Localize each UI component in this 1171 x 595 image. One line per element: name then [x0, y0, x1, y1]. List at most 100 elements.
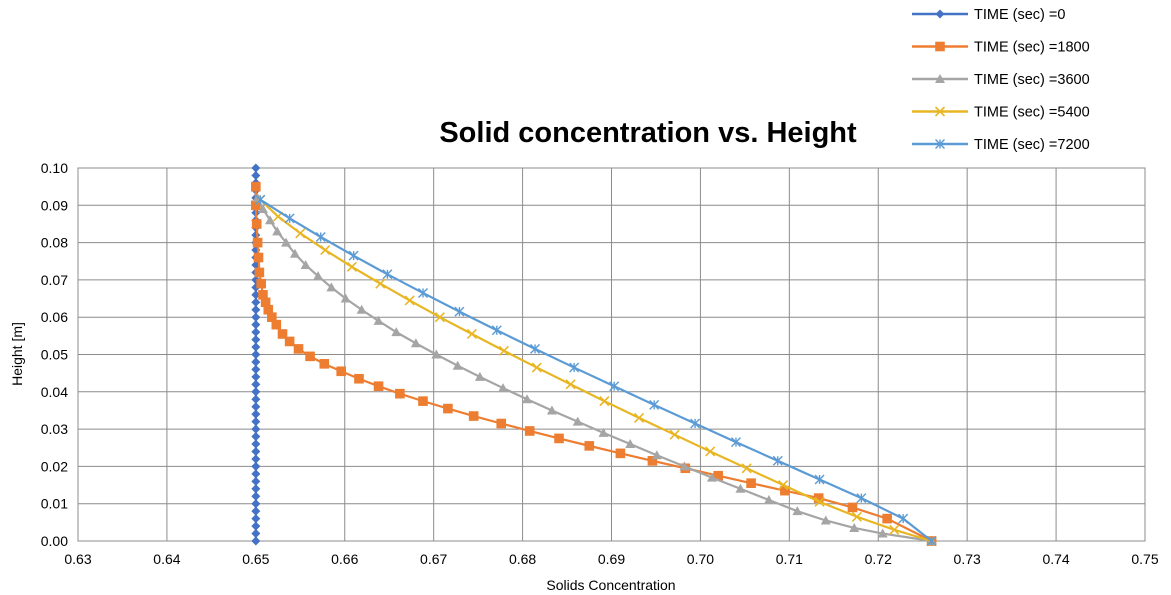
data-point	[253, 252, 264, 263]
data-point	[336, 366, 346, 377]
legend-marker	[934, 106, 946, 117]
x-tick-label: 0.63	[64, 551, 91, 567]
data-point	[251, 297, 261, 307]
data-point	[554, 433, 564, 444]
x-axis-title: Solids Concentration	[546, 577, 675, 593]
data-point	[256, 278, 266, 289]
data-point	[251, 476, 261, 486]
data-point	[251, 402, 261, 412]
data-point	[395, 388, 405, 399]
data-point	[565, 379, 576, 390]
data-point	[530, 343, 541, 354]
data-point	[277, 329, 288, 339]
data-point	[251, 230, 261, 240]
data-point	[373, 315, 384, 325]
legend-label: TIME (sec) =3600	[974, 72, 1090, 88]
data-point	[265, 215, 276, 225]
data-point	[251, 282, 261, 292]
data-point	[267, 312, 277, 322]
legend-item: TIME (sec) =1800	[912, 40, 1090, 56]
x-tick-label: 0.66	[331, 551, 358, 567]
y-tick-label: 0.08	[41, 235, 68, 251]
data-point	[847, 502, 858, 513]
marker-stroke	[565, 379, 576, 390]
x-tick-label: 0.73	[954, 551, 981, 567]
y-tick-label: 0.00	[41, 533, 68, 549]
legend-label: TIME (sec) =7200	[974, 137, 1090, 153]
data-point	[375, 278, 386, 289]
data-point	[326, 282, 337, 292]
data-point	[851, 511, 862, 522]
data-point	[251, 484, 261, 494]
data-point	[546, 405, 557, 415]
legend-item: TIME (sec) =0	[912, 7, 1065, 23]
data-point	[849, 522, 860, 532]
data-point	[251, 364, 261, 374]
series-line	[254, 186, 933, 542]
marker-stroke	[320, 244, 331, 256]
data-point	[735, 483, 746, 493]
marker-stroke	[375, 278, 386, 289]
y-tick-label: 0.09	[41, 197, 68, 213]
marker-stroke	[531, 362, 542, 373]
data-point	[926, 536, 937, 546]
data-point	[263, 304, 274, 315]
marker-stroke	[705, 446, 716, 457]
data-point	[356, 304, 367, 314]
data-point	[524, 426, 535, 436]
grid-lines	[77, 167, 1146, 542]
data-point	[373, 381, 384, 392]
series-3	[255, 194, 937, 547]
marker-stroke	[404, 295, 415, 306]
data-point	[348, 250, 359, 261]
series-0	[251, 163, 261, 546]
data-point	[251, 439, 261, 449]
data-point	[251, 335, 261, 345]
series-2	[252, 192, 937, 545]
tick-labels: 0.63 0.64 0.65 0.66 0.67 0.68 0.69 0.70 0.71 0.72…	[41, 160, 1159, 567]
data-point	[669, 429, 680, 440]
data-point	[251, 446, 261, 456]
data-point	[251, 394, 261, 404]
data-point	[690, 418, 701, 429]
marker-stroke	[778, 479, 789, 491]
marker-stroke	[889, 524, 900, 535]
legend-marker	[935, 9, 945, 19]
data-point	[251, 409, 261, 419]
x-tick-label: 0.74	[1042, 551, 1069, 567]
data-point	[251, 275, 261, 285]
legend-marker	[935, 41, 945, 52]
marker-stroke	[295, 228, 306, 239]
data-point	[452, 360, 463, 370]
data-point	[251, 260, 261, 270]
data-point	[251, 379, 261, 389]
data-point	[251, 342, 261, 352]
series-line	[259, 198, 933, 542]
data-point	[251, 424, 261, 434]
y-tick-label: 0.03	[41, 421, 68, 437]
y-tick-label: 0.01	[41, 496, 68, 512]
data-point	[746, 478, 756, 488]
legend-item: TIME (sec) =3600	[912, 72, 1090, 88]
data-point	[251, 357, 261, 367]
data-point	[251, 387, 261, 397]
data-point	[498, 345, 509, 356]
data-point	[496, 418, 507, 429]
data-point	[260, 297, 271, 308]
data-point	[898, 513, 909, 524]
marker-stroke	[851, 511, 862, 522]
data-point	[772, 455, 783, 466]
data-point	[615, 448, 626, 459]
data-point	[340, 293, 351, 303]
data-point	[295, 228, 306, 239]
data-point	[569, 362, 580, 373]
data-point	[284, 213, 295, 224]
data-point	[251, 181, 261, 192]
plot-frame	[77, 167, 1146, 542]
marker-stroke	[466, 328, 477, 340]
data-point	[251, 514, 261, 524]
data-point	[251, 350, 261, 359]
data-point	[814, 496, 825, 507]
data-point	[531, 362, 542, 373]
